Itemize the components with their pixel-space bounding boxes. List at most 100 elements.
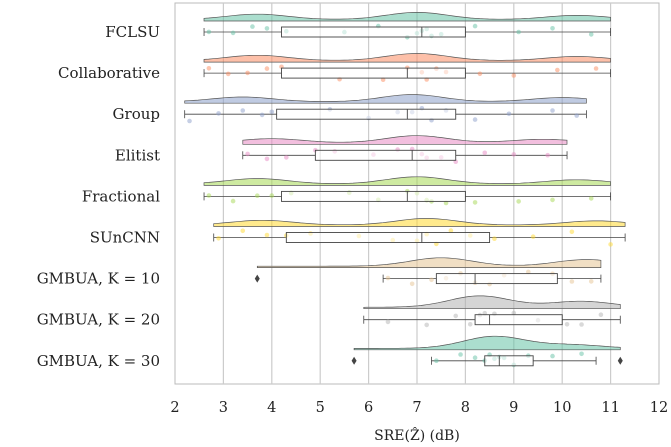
data-point xyxy=(550,26,555,31)
density-cloud xyxy=(353,335,621,351)
x-tick-label: 4 xyxy=(267,400,276,416)
x-tick-label: 10 xyxy=(553,400,571,416)
data-point xyxy=(240,108,246,113)
series-group xyxy=(213,218,626,247)
data-point xyxy=(284,155,289,160)
chart-marks xyxy=(184,12,626,368)
x-axis-label: SRE(Ẑ) (dB) xyxy=(374,426,460,444)
data-point xyxy=(526,269,531,275)
iqr-box xyxy=(281,190,466,202)
category-label: SUnCNN xyxy=(90,229,160,247)
category-label: Group xyxy=(113,105,160,123)
series-group xyxy=(242,135,568,164)
data-point xyxy=(482,150,488,156)
data-point xyxy=(453,313,459,319)
data-point xyxy=(230,198,236,204)
data-point xyxy=(569,279,575,284)
iqr-box xyxy=(484,355,534,367)
data-point xyxy=(385,275,391,281)
data-point xyxy=(516,29,521,35)
x-tick-label: 5 xyxy=(316,400,325,416)
data-point xyxy=(511,73,517,78)
category-label: GMBUA, K = 30 xyxy=(37,352,160,370)
data-point xyxy=(458,352,463,357)
iqr-box xyxy=(435,273,558,285)
category-label: GMBUA, K = 10 xyxy=(37,270,160,288)
data-point xyxy=(555,67,560,73)
data-point xyxy=(564,322,570,327)
iqr-box xyxy=(281,67,466,79)
category-labels: FCLSU Collaborative Group Elitist Fractional… xyxy=(37,23,161,370)
series-group xyxy=(363,295,621,328)
data-point xyxy=(598,312,604,318)
series-group xyxy=(184,94,587,124)
iqr-box xyxy=(281,26,466,38)
x-tick-label: 7 xyxy=(412,400,421,416)
data-point xyxy=(264,26,270,31)
x-tick-label: 8 xyxy=(461,400,470,416)
density-cloud xyxy=(203,53,611,63)
iqr-box xyxy=(474,314,563,326)
data-point xyxy=(588,32,594,37)
density-cloud xyxy=(184,94,587,104)
outlier-marker xyxy=(617,356,623,365)
iqr-box xyxy=(276,108,457,120)
series-group xyxy=(203,53,611,82)
data-point xyxy=(448,228,454,233)
data-point xyxy=(443,200,449,206)
data-point xyxy=(269,193,275,198)
series-group xyxy=(254,257,602,287)
data-point xyxy=(434,358,439,364)
data-point xyxy=(511,152,517,157)
density-cloud xyxy=(363,295,621,310)
data-point xyxy=(472,23,478,29)
data-point xyxy=(588,279,594,284)
outlier-marker xyxy=(254,274,260,283)
category-label: GMBUA, K = 20 xyxy=(37,311,160,329)
data-point xyxy=(264,232,270,238)
data-point xyxy=(477,71,483,77)
data-point xyxy=(545,152,550,158)
density-cloud xyxy=(242,135,568,145)
data-point xyxy=(225,71,231,77)
density-cloud xyxy=(256,257,602,268)
density-cloud xyxy=(203,12,611,22)
data-point xyxy=(516,199,521,204)
data-point xyxy=(245,151,250,157)
data-point xyxy=(424,322,429,328)
category-label: FCLSU xyxy=(105,23,160,41)
data-point xyxy=(206,29,212,35)
x-tick-label: 9 xyxy=(509,400,518,416)
data-point xyxy=(467,322,473,327)
data-point xyxy=(574,113,580,118)
data-point xyxy=(579,351,584,357)
data-point xyxy=(187,118,192,124)
series-group xyxy=(203,12,611,40)
data-point xyxy=(472,355,478,361)
x-tick-label: 6 xyxy=(364,400,373,416)
data-point xyxy=(550,197,555,203)
data-point xyxy=(569,229,575,235)
data-point xyxy=(269,109,275,115)
data-point xyxy=(550,353,555,359)
x-tick-label: 3 xyxy=(219,400,228,416)
data-point xyxy=(550,108,555,113)
data-point xyxy=(579,322,584,327)
data-point xyxy=(429,277,434,283)
data-point xyxy=(472,200,478,205)
outlier-marker xyxy=(351,356,357,365)
x-tick-label: 12 xyxy=(650,400,668,416)
data-point xyxy=(530,234,536,239)
data-point xyxy=(588,196,594,201)
data-point xyxy=(472,117,478,122)
data-point xyxy=(264,156,270,162)
data-point xyxy=(409,281,415,287)
data-point xyxy=(506,111,512,117)
data-point xyxy=(492,236,497,241)
data-point xyxy=(230,30,236,36)
data-point xyxy=(216,236,221,241)
data-point xyxy=(385,319,391,325)
data-point xyxy=(250,24,255,29)
data-point xyxy=(240,228,246,234)
